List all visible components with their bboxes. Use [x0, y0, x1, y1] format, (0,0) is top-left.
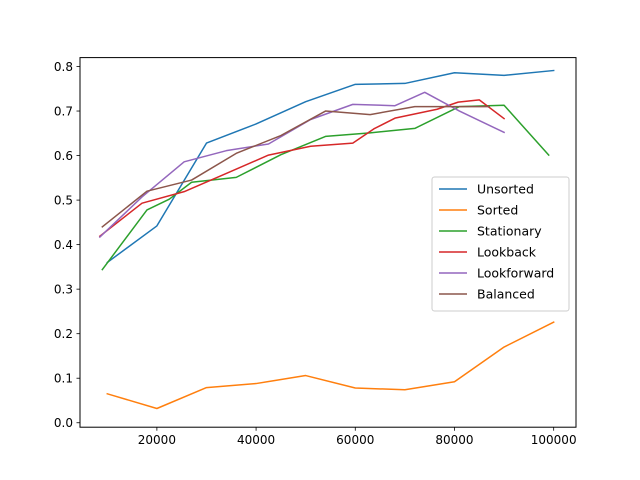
plot-area-frame — [79, 57, 577, 428]
x-tick-label: 100000 — [531, 433, 577, 447]
x-axis: 20000 40000 60000 80000 100000 — [138, 427, 577, 447]
y-tick-label: 0.1 — [54, 372, 73, 386]
series-line-lookback — [98, 99, 506, 238]
x-tick-label: 40000 — [237, 433, 275, 447]
x-tick-label: 80000 — [435, 433, 473, 447]
legend-label-stationary: Stationary — [477, 224, 542, 239]
series-line-unsorted — [106, 69, 555, 264]
y-tick-label: 0.0 — [54, 416, 73, 430]
legend-label-balanced: Balanced — [477, 287, 535, 302]
legend-label-sorted: Sorted — [477, 203, 518, 218]
y-tick-label: 0.6 — [54, 149, 73, 163]
legend-label-lookback: Lookback — [477, 245, 537, 260]
y-tick-label: 0.4 — [54, 238, 73, 252]
series-line-balanced — [101, 105, 490, 228]
x-tick-label: 60000 — [336, 433, 374, 447]
series-lines — [98, 69, 555, 410]
y-tick-label: 0.5 — [54, 193, 73, 207]
legend-label-lookforward: Lookforward — [477, 266, 554, 281]
series-line-sorted — [106, 321, 555, 410]
legend: Unsorted Sorted Stationary Lookback Lookforw… — [431, 176, 570, 312]
y-tick-label: 0.3 — [54, 282, 73, 296]
y-tick-label: 0.7 — [54, 104, 73, 118]
y-axis: 0.0 0.1 0.2 0.3 0.4 0.5 0.6 0.7 0.8 — [54, 60, 80, 430]
y-tick-label: 0.2 — [54, 327, 73, 341]
legend-label-unsorted: Unsorted — [477, 182, 534, 197]
y-tick-label: 0.8 — [54, 60, 73, 74]
x-tick-label: 20000 — [138, 433, 176, 447]
